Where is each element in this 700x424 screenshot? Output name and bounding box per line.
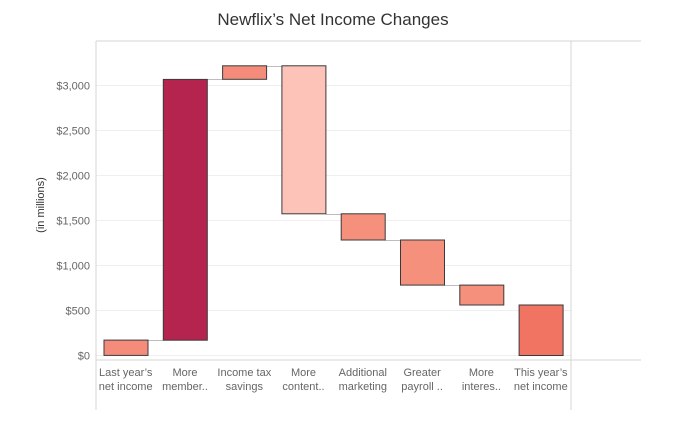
x-axis-categories: Last year’s net income More member.. Income … <box>99 367 568 393</box>
category-label: payroll .. <box>401 381 443 393</box>
category-label: Last year’s <box>99 367 153 379</box>
bar <box>400 239 445 286</box>
bar <box>518 304 564 356</box>
y-axis-ticks: $0 $500 $1,000 $1,500 $2,000 $2,500 $3,000 <box>56 81 90 363</box>
category-label: This year’s <box>514 367 568 379</box>
category-label: interes.. <box>462 381 501 393</box>
y-tick-label: $2,000 <box>56 171 90 183</box>
y-tick-label: $1,500 <box>56 216 90 228</box>
chart-title: Newflix’s Net Income Changes <box>217 10 449 29</box>
category-label: content.. <box>282 381 324 393</box>
y-axis-title: (in millions) <box>35 177 47 233</box>
bars <box>103 65 564 356</box>
category-label: More <box>291 367 316 379</box>
chart-frame <box>95 40 641 410</box>
y-tick-label: $2,500 <box>56 126 90 138</box>
category-label: net income <box>99 381 153 393</box>
bar <box>222 65 268 80</box>
category-label: More <box>172 367 197 379</box>
y-tick-label: $1,000 <box>56 261 90 273</box>
category-label: savings <box>226 381 264 393</box>
y-tick-label: $500 <box>66 306 90 318</box>
category-label: Greater <box>403 367 441 379</box>
category-label: Additional <box>339 367 387 379</box>
category-label: net income <box>514 381 568 393</box>
connector-lines <box>148 66 460 341</box>
category-label: marketing <box>339 381 387 393</box>
bar <box>162 78 208 341</box>
category-label: Income tax <box>217 367 271 379</box>
bar <box>459 284 505 306</box>
y-tick-label: $0 <box>78 351 90 363</box>
bar <box>340 213 386 241</box>
category-label: More <box>469 367 494 379</box>
bar <box>281 65 327 215</box>
grid-lines <box>96 85 571 356</box>
category-label: member.. <box>162 381 208 393</box>
bar <box>103 339 149 356</box>
y-tick-label: $3,000 <box>56 81 90 93</box>
